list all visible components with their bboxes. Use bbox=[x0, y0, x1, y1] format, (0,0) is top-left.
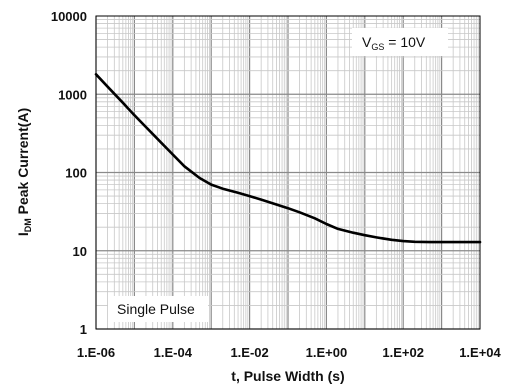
y-tick-label: 10000 bbox=[51, 9, 87, 24]
x-tick-label: 1.E+04 bbox=[459, 345, 501, 360]
y-tick-label: 1 bbox=[80, 322, 87, 337]
x-tick-labels: 1.E-06 1.E-04 1.E-02 1.E+00 1.E+02 1.E+04 bbox=[77, 345, 502, 360]
y-tick-label: 10 bbox=[73, 244, 87, 259]
x-tick-label: 1.E+00 bbox=[306, 345, 348, 360]
single-pulse-annotation: Single Pulse bbox=[117, 301, 195, 317]
y-tick-label: 100 bbox=[65, 166, 87, 181]
peak-current-curve bbox=[94, 73, 482, 244]
y-tick-label: 1000 bbox=[58, 87, 87, 102]
y-axis-subscript: DM bbox=[23, 218, 33, 232]
x-axis-title: t, Pulse Width (s) bbox=[231, 368, 344, 384]
grid-lines bbox=[95, 16, 480, 330]
plot-frame bbox=[95, 15, 481, 330]
vgs-annotation: VGS = 10V bbox=[362, 34, 426, 52]
x-tick-label: 1.E-04 bbox=[154, 345, 193, 360]
y-tick-labels: 1 10 100 1000 10000 bbox=[51, 9, 87, 337]
vgs-label-box bbox=[352, 28, 448, 56]
x-tick-label: 1.E-02 bbox=[230, 345, 268, 360]
y-axis-title: IDM Peak Current(A) bbox=[15, 108, 33, 236]
pulse-label-box bbox=[108, 296, 208, 322]
x-tick-label: 1.E-06 bbox=[77, 345, 115, 360]
x-tick-label: 1.E+02 bbox=[382, 345, 424, 360]
vgs-subscript: GS bbox=[371, 42, 384, 52]
